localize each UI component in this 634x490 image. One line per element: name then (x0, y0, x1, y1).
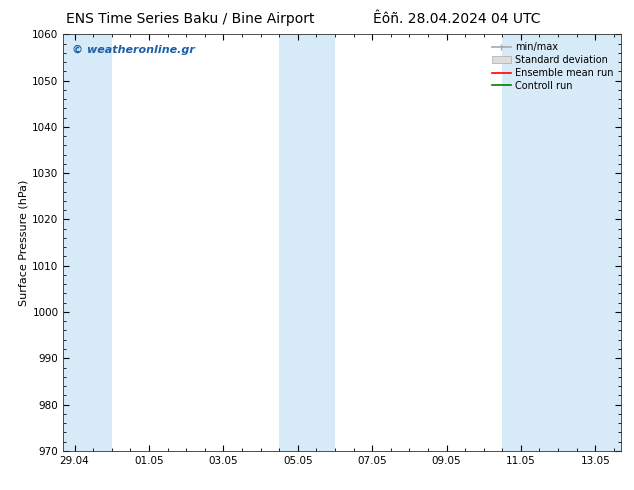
Bar (63, 34, 112, 451)
Text: ENS Time Series Baku / Bine Airport: ENS Time Series Baku / Bine Airport (66, 12, 314, 26)
Text: © weatheronline.gr: © weatheronline.gr (72, 45, 195, 55)
Legend: min/max, Standard deviation, Ensemble mean run, Controll run: min/max, Standard deviation, Ensemble me… (488, 38, 618, 95)
Y-axis label: Surface Pressure (hPa): Surface Pressure (hPa) (18, 179, 28, 306)
Bar (279, 34, 335, 451)
Bar (502, 34, 621, 451)
Text: Êôñ. 28.04.2024 04 UTC: Êôñ. 28.04.2024 04 UTC (373, 12, 540, 26)
